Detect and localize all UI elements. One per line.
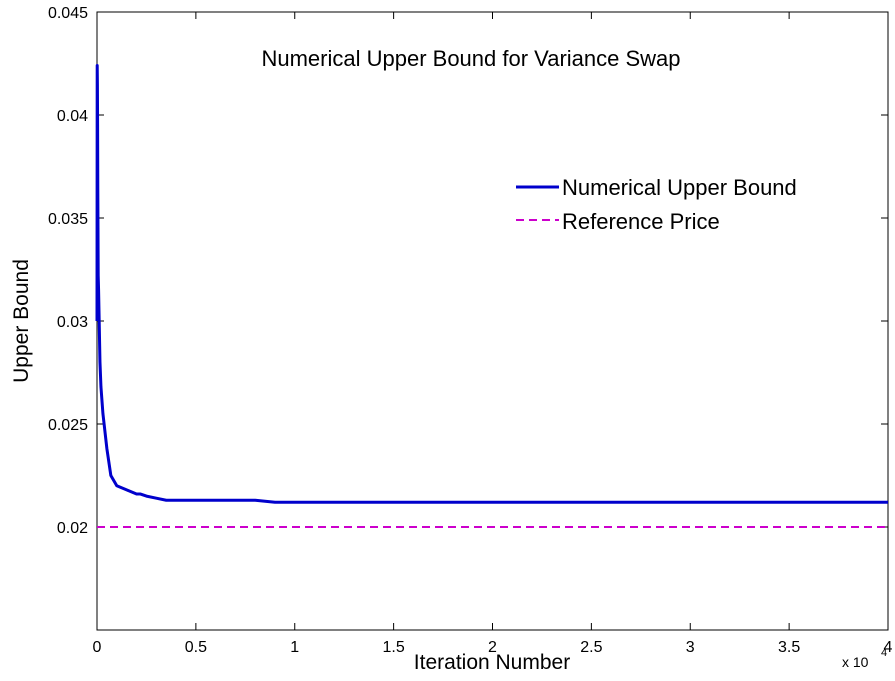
y-tick-label: 0.035 [48,211,88,228]
y-tick-label: 0.04 [57,108,88,125]
legend-label-numerical-upper-bound: Numerical Upper Bound [562,175,797,200]
legend-box [506,169,849,244]
x-tick-label: 0 [93,639,102,656]
series-layer [95,64,888,528]
x-axis: 0 0.5 1 1.5 2 2.5 3 3.5 4 [93,12,893,656]
x-tick-label: 4 [884,639,893,656]
x-axis-title: Iteration Number [414,651,570,674]
x-multiplier-label: x 10 [842,654,869,670]
y-axis: 0.02 0.025 0.03 0.035 0.04 0.045 [48,5,888,537]
legend-label-reference-price: Reference Price [562,209,720,234]
y-tick-label: 0.02 [57,520,88,537]
plot-area [96,11,889,631]
x-tick-label: 1.5 [383,639,405,656]
x-tick-label: 1 [290,639,299,656]
x-multiplier-exponent: 4 [881,647,887,659]
y-tick-label: 0.03 [57,314,88,331]
y-axis-title: Upper Bound [10,259,33,383]
x-tick-label: 2.5 [580,639,602,656]
x-tick-label: 3 [686,639,695,656]
y-tick-label: 0.025 [48,417,88,434]
x-tick-label: 0.5 [185,639,207,656]
series-line-numerical-upper-bound [95,64,888,504]
y-tick-label: 0.045 [48,5,88,22]
legend: Numerical Upper Bound Reference Price [506,169,849,244]
x-tick-label: 3.5 [778,639,800,656]
x-tick-label: 2 [488,639,497,656]
chart-title: Numerical Upper Bound for Variance Swap [261,46,680,71]
